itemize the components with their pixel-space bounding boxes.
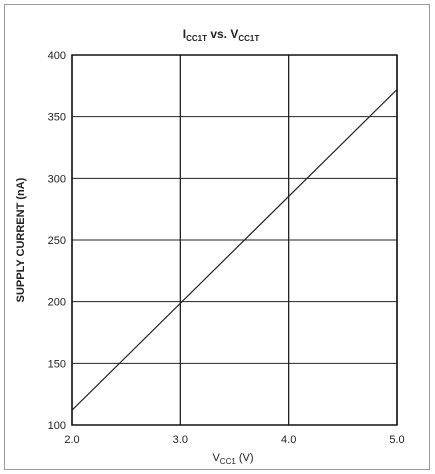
plot-area-border — [71, 54, 398, 426]
gridlines — [71, 54, 398, 426]
chart-title-main: I — [183, 27, 186, 41]
y-tick-label: 300 — [48, 173, 66, 185]
y-tick-label: 150 — [48, 358, 66, 370]
chart-title-sub: CC1T — [186, 34, 207, 43]
x-axis-label-main: V — [212, 452, 220, 464]
x-axis-label-unit: (V) — [236, 452, 254, 464]
y-tick-labels: 100 150 200 250 300 350 400 — [48, 50, 66, 432]
y-tick-label: 250 — [48, 235, 66, 247]
x-tick-label: 4.0 — [281, 434, 296, 446]
x-tick-label: 5.0 — [389, 434, 404, 446]
y-axis-label: SUPPLY CURRENT (nA) — [15, 177, 27, 302]
y-tick-label: 350 — [48, 112, 66, 124]
x-tick-label: 2.0 — [64, 434, 79, 446]
y-tick-label: 200 — [48, 297, 66, 309]
y-tick-label: 400 — [48, 50, 66, 62]
y-tick-label: 100 — [48, 420, 66, 432]
x-axis-label-sub: CC1 — [220, 457, 237, 466]
x-axis-label: VCC1 (V) — [212, 452, 253, 466]
chart-title-sub2: CC1T — [238, 34, 259, 43]
chart-title-mid: vs. V — [207, 27, 238, 41]
chart-frame — [4, 4, 430, 470]
chart-title: ICC1T vs. VCC1T — [183, 27, 260, 43]
series-line — [71, 89, 398, 411]
x-tick-labels: 2.0 3.0 4.0 5.0 — [64, 434, 404, 446]
x-tick-label: 3.0 — [173, 434, 188, 446]
series-layer — [71, 89, 398, 411]
